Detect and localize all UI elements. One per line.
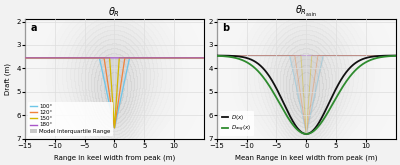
- Text: a: a: [30, 23, 37, 33]
- Line: $D_{avg}(x)$: $D_{avg}(x)$: [217, 56, 396, 134]
- $D_{avg}(x)$: [246, 62, 250, 64]
- X-axis label: Range in keel width from peak (m): Range in keel width from peak (m): [54, 154, 175, 161]
- $D_{avg}(x)$: [394, 55, 398, 57]
- $D_{avg}(x)$: [371, 58, 376, 60]
- Y-axis label: Draft (m): Draft (m): [4, 63, 11, 95]
- $D(x)$: [246, 57, 250, 59]
- $D_{avg}(x)$: [283, 113, 288, 115]
- $D(x)$: [214, 55, 219, 57]
- Title: $\theta_{R_{\mathrm{asin}}}$: $\theta_{R_{\mathrm{asin}}}$: [295, 4, 317, 19]
- $D_{avg}(x)$: [304, 133, 309, 135]
- Legend: $D(x)$, $D_{avg}(x)$: $D(x)$, $D_{avg}(x)$: [220, 111, 254, 136]
- $D(x)$: [304, 133, 309, 135]
- $D(x)$: [390, 55, 395, 57]
- $D(x)$: [235, 55, 240, 57]
- Text: b: b: [222, 23, 229, 33]
- $D_{avg}(x)$: [235, 57, 240, 59]
- X-axis label: Mean Range in keel width from peak (m): Mean Range in keel width from peak (m): [235, 154, 378, 161]
- $D(x)$: [394, 55, 398, 57]
- $D_{avg}(x)$: [390, 55, 395, 57]
- Line: $D(x)$: $D(x)$: [217, 56, 396, 134]
- $D(x)$: [283, 106, 288, 108]
- $D_{avg}(x)$: [214, 55, 219, 57]
- Legend: 100°, 120°, 150°, 180°, Model Interquartile Range: 100°, 120°, 150°, 180°, Model Interquart…: [28, 102, 113, 136]
- $D_{avg}(x)$: [291, 124, 296, 126]
- $D(x)$: [371, 56, 376, 58]
- $D(x)$: [291, 121, 296, 123]
- Title: $\theta_R$: $\theta_R$: [108, 5, 120, 19]
